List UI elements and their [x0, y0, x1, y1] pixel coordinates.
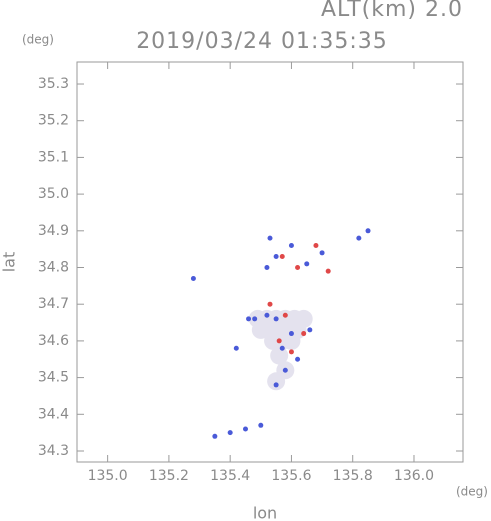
x-tick-label: 135.8 [333, 468, 373, 484]
echo-point [365, 228, 371, 234]
plot-frame [76, 61, 464, 463]
x-tick-label: 135.4 [210, 468, 250, 484]
y-tick-label: 34.9 [38, 223, 69, 239]
x-tick-label: 135.0 [88, 468, 128, 484]
echo-point [212, 433, 218, 439]
echo-point [301, 331, 307, 337]
echo-point [313, 242, 319, 248]
y-tick-label: 35.3 [38, 76, 69, 92]
echo-point [356, 235, 362, 241]
echo-point [252, 316, 258, 322]
echo-point [276, 338, 282, 344]
echo-point [295, 265, 301, 271]
y-unit: (deg) [22, 33, 54, 47]
echo-point [279, 345, 285, 351]
echo-point [233, 345, 239, 351]
x-tick-label: 135.2 [149, 468, 189, 484]
y-tick-label: 34.5 [38, 370, 69, 386]
echo-point [270, 346, 289, 365]
echo-point [288, 242, 294, 248]
echo-point [319, 250, 325, 256]
y-tick-label: 34.3 [38, 443, 69, 459]
y-tick-label: 35.1 [38, 149, 69, 165]
y-tick-label: 34.6 [38, 333, 69, 349]
echo-point [267, 372, 286, 391]
echo-point [288, 349, 294, 355]
x-unit: (deg) [456, 485, 488, 499]
x-tick-label: 135.6 [271, 468, 311, 484]
echo-point [267, 235, 273, 241]
echo-point [282, 367, 288, 373]
echo-point [282, 331, 301, 350]
echo-point [288, 331, 294, 337]
echo-point [325, 268, 331, 274]
echo-point [246, 316, 252, 322]
echo-point [295, 356, 301, 362]
y-tick-label: 34.8 [38, 260, 69, 276]
echo-point [227, 430, 233, 436]
echo-point [304, 261, 310, 267]
echo-point [273, 316, 279, 322]
echo-point [307, 327, 313, 333]
echo-point [242, 426, 248, 432]
echo-point [279, 253, 285, 259]
chart-title: 2019/03/24 01:35:35 [136, 29, 388, 54]
echo-point [258, 422, 264, 428]
echo-point [273, 382, 279, 388]
echo-point [190, 276, 196, 282]
y-tick-label: 34.7 [38, 296, 69, 312]
y-tick-label: 35.2 [38, 113, 69, 129]
y-tick-label: 34.4 [38, 406, 69, 422]
y-tick-label: 35.0 [38, 186, 69, 202]
altitude-label: ALT(km) 2.0 [321, 0, 463, 22]
echo-point [264, 312, 270, 318]
echo-point [282, 312, 288, 318]
x-axis-label: lon [253, 504, 277, 521]
x-tick-label: 136.0 [394, 468, 434, 484]
echo-point [267, 301, 273, 307]
echo-point [264, 265, 270, 271]
y-axis-label: lat [0, 252, 19, 273]
echo-point [273, 253, 279, 259]
